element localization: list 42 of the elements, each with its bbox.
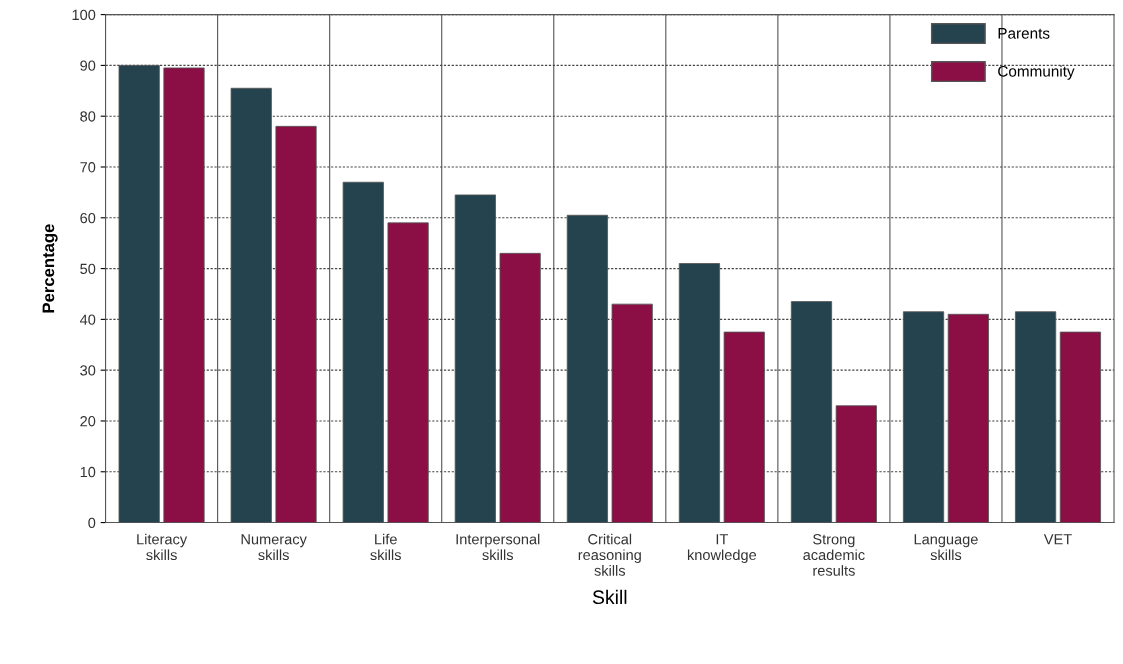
x-tick-label: Life skills: [370, 533, 401, 561]
y-tick-label: 0: [88, 517, 96, 528]
bar: [1059, 331, 1101, 523]
y-tick-label: 100: [72, 9, 96, 21]
x-tick-label: IT knowledge: [687, 534, 757, 563]
bar: [1014, 311, 1057, 523]
x-axis-title: Skill: [592, 589, 627, 605]
bar: [566, 214, 608, 523]
y-axis-title: Percentage: [42, 224, 58, 313]
bar: [163, 67, 205, 523]
bar: [342, 181, 384, 523]
y-tick-label: 40: [79, 314, 96, 325]
bar: [835, 405, 877, 523]
x-tick-label: Interpersonal skills: [456, 533, 540, 561]
y-tick-label: 60: [80, 212, 96, 224]
y-tick-label: 50: [80, 263, 96, 275]
x-tick-label: VET: [1043, 534, 1072, 545]
x-tick-label: Language skills: [914, 534, 978, 561]
bar: [499, 252, 541, 523]
bar: [790, 301, 833, 523]
bar: [118, 64, 160, 523]
bar: [387, 222, 429, 523]
x-tick-label: Numeracy skills: [241, 534, 307, 561]
bar: [947, 313, 989, 523]
x-tick-label: Literacy skills: [137, 533, 188, 561]
x-tick-label: Strong academic results: [803, 534, 865, 576]
y-tick-label: 20: [80, 416, 96, 427]
y-tick-label: 10: [80, 466, 96, 478]
bar: [230, 87, 272, 523]
x-tick-label: Critical reasoning skills: [578, 533, 641, 576]
bar: [454, 194, 496, 523]
y-tick-label: 80: [80, 111, 96, 122]
y-tick-label: 70: [80, 162, 96, 173]
bar: [723, 331, 765, 523]
bar: [678, 263, 721, 523]
bar: [275, 125, 317, 523]
legend-label: Parents: [998, 28, 1050, 39]
bar: [902, 311, 945, 523]
bar: [611, 303, 653, 523]
legend-label: Community: [998, 65, 1075, 80]
y-tick-label: 30: [80, 365, 96, 376]
y-tick-label: 90: [80, 60, 96, 71]
